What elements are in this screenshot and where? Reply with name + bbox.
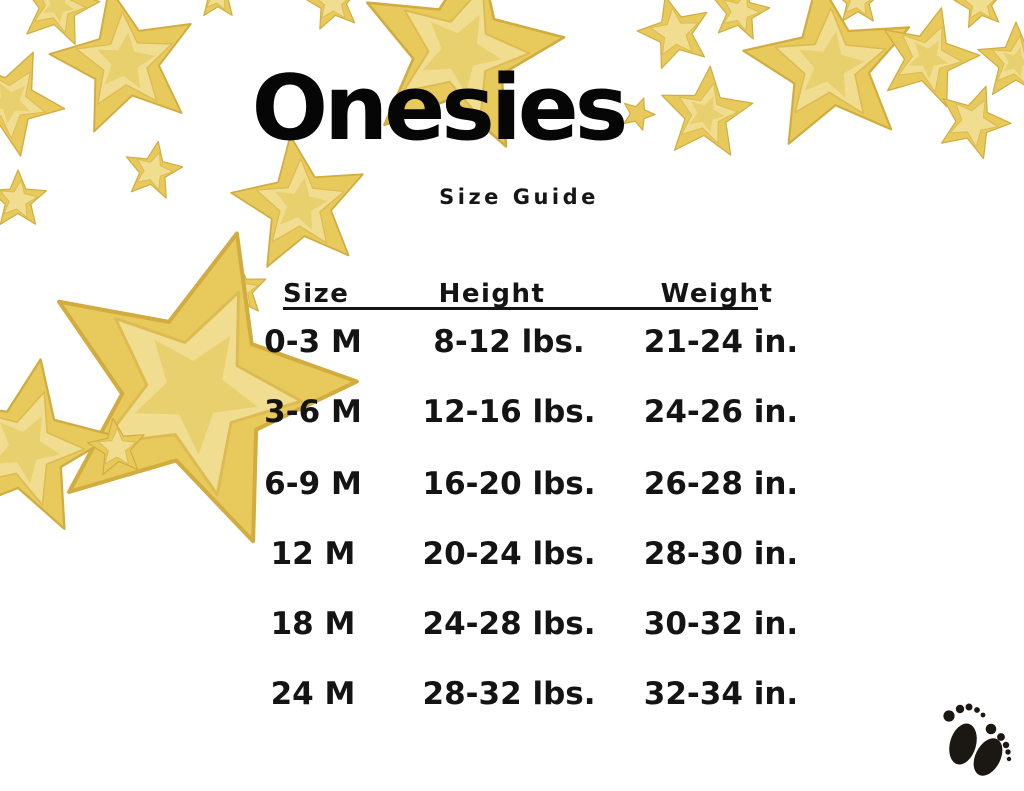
gold-glitter-star [661,65,754,156]
size-cell: 24 M [270,676,356,712]
page-title: Onesies [251,56,629,161]
header-underline [283,307,758,310]
gold-glitter-star [48,0,192,133]
gold-glitter-star [977,21,1024,96]
height-cell: 24-28 lbs. [422,606,596,642]
gold-glitter-star [305,0,356,30]
weight-cell: 24-26 in. [643,394,799,430]
gold-glitter-star [623,97,656,131]
size-cell: 0-3 M [264,324,362,360]
gold-glitter-star [940,85,1012,160]
column-header-size: Size [283,279,350,309]
column-header-weight: Weight [660,279,774,309]
size-cell: 18 M [270,606,356,642]
weight-cell: 28-30 in. [643,536,799,572]
weight-cell: 30-32 in. [643,606,799,642]
height-cell: 12-16 lbs. [422,394,596,430]
size-table-row: 0-3 M 8-12 lbs. 21-24 in. [0,325,1024,359]
gold-glitter-star [203,0,233,16]
gold-glitter-star [742,0,911,145]
size-table-row: 3-6 M 12-16 lbs. 24-26 in. [0,395,1024,429]
size-table-row: 12 M 20-24 lbs. 28-30 in. [0,537,1024,571]
gold-glitter-star [125,140,184,199]
height-cell: 28-32 lbs. [422,676,596,712]
gold-glitter-star [26,0,101,46]
height-cell: 20-24 lbs. [422,536,596,572]
gold-glitter-star [953,0,1000,28]
gold-glitter-star [841,0,875,22]
gold-glitter-star [0,358,116,531]
size-table-row: 18 M 24-28 lbs. 30-32 in. [0,607,1024,641]
height-cell: 8-12 lbs. [433,324,585,360]
page-subtitle: Size Guide [439,185,599,209]
weight-cell: 26-28 in. [643,466,799,502]
column-header-height: Height [438,279,546,309]
size-table-row: 24 M 28-32 lbs. 32-34 in. [0,677,1024,711]
size-cell: 6-9 M [264,466,362,502]
weight-cell: 21-24 in. [643,324,799,360]
weight-cell: 32-34 in. [643,676,799,712]
gold-glitter-star [212,261,267,315]
height-cell: 16-20 lbs. [422,466,596,502]
gold-glitter-star [0,51,66,157]
size-table-row: 6-9 M 16-20 lbs. 26-28 in. [0,467,1024,501]
gold-glitter-star [0,169,48,225]
size-cell: 3-6 M [264,394,362,430]
gold-glitter-star [714,0,771,40]
size-cell: 12 M [270,536,356,572]
baby-footprints-icon [943,703,1012,776]
gold-glitter-star [883,7,981,108]
gold-glitter-star [636,0,708,70]
